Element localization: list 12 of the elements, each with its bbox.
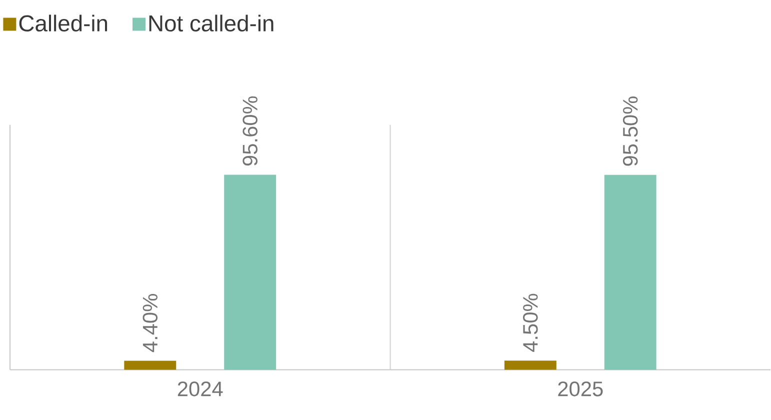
data-label: 4.50%	[523, 294, 538, 352]
data-label: 4.40%	[142, 294, 158, 352]
legend-label: Called-in	[19, 14, 108, 32]
bar	[224, 174, 276, 370]
legend-label: Not called-in	[149, 14, 274, 32]
bar	[504, 360, 556, 370]
x-tick-label: 2025	[558, 382, 603, 396]
data-label: 95.50%	[622, 96, 638, 166]
bar	[124, 360, 176, 370]
bar	[604, 175, 656, 370]
x-tick-label: 2024	[178, 382, 223, 396]
data-label: 95.60%	[242, 96, 258, 166]
